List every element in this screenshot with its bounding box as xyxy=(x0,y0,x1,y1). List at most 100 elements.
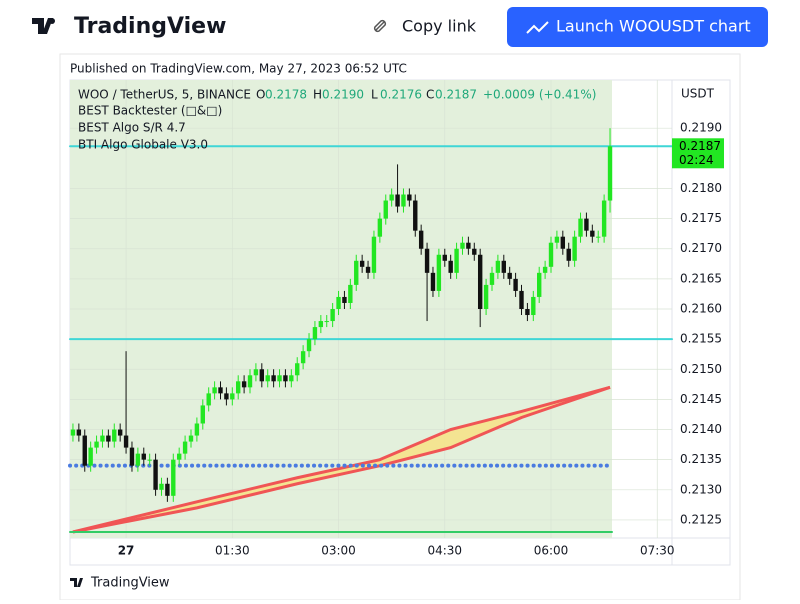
candle-body xyxy=(436,254,442,291)
candle-body xyxy=(472,248,477,255)
price-tag xyxy=(672,138,724,169)
ohlc-value: 0.2190 xyxy=(322,88,364,102)
candle-body xyxy=(188,435,194,442)
candle-body xyxy=(531,296,536,316)
ohlc-key: H xyxy=(313,88,322,102)
candle-body xyxy=(566,248,571,261)
candle-body xyxy=(129,447,135,466)
candle-body xyxy=(501,260,506,273)
candle-body xyxy=(413,200,418,231)
footer-brand: TradingView xyxy=(90,576,170,591)
candle-body xyxy=(342,296,347,303)
candle-body xyxy=(590,230,595,237)
candle-body xyxy=(507,272,512,279)
candle-body xyxy=(454,248,459,273)
candle-body xyxy=(537,272,542,297)
candle-body xyxy=(596,236,601,238)
candle-body xyxy=(466,242,471,249)
y-tick-label: 0.2135 xyxy=(680,452,722,466)
candle-body xyxy=(289,375,294,382)
candle-body xyxy=(306,339,312,352)
indicator-name: BEST Algo S/R 4.7 xyxy=(78,121,186,135)
candle-body xyxy=(153,459,158,490)
brand-name: TradingView xyxy=(74,14,226,39)
candle-body xyxy=(117,429,123,436)
y-tick-label: 0.2125 xyxy=(680,512,722,526)
indicator-name: BEST Backtester (□&□) xyxy=(78,104,222,118)
ohlc-value: 0.2187 xyxy=(435,88,477,102)
candle-body xyxy=(395,194,400,207)
candle-body xyxy=(407,194,412,201)
candle-body xyxy=(448,260,453,273)
legend: WOO / TetherUS, 5, BINANCE +0.0009 (+0.4… xyxy=(78,88,596,152)
candle-body xyxy=(141,453,146,460)
candle-body xyxy=(212,387,217,394)
candle-body xyxy=(542,266,548,273)
y-tick-label: 0.2170 xyxy=(680,241,722,255)
candle-body xyxy=(519,290,524,309)
candle-body xyxy=(295,363,300,376)
candle-body xyxy=(76,429,82,436)
launch-button[interactable]: Launch WOOUSDT chart xyxy=(507,7,768,47)
candle-body xyxy=(277,375,282,382)
candle-body xyxy=(554,236,560,243)
candle-body xyxy=(241,381,247,388)
candle-body xyxy=(460,242,465,249)
ohlc-key: C xyxy=(426,88,434,102)
x-tick-label: 27 xyxy=(118,544,135,558)
logo-icon xyxy=(32,18,53,34)
currency: USDT xyxy=(681,87,715,101)
y-tick-label: 0.2145 xyxy=(680,392,722,406)
candle-body xyxy=(377,218,383,237)
candle-body xyxy=(253,369,259,376)
candle-body xyxy=(607,146,613,201)
candle-body xyxy=(418,230,424,249)
footer-icon xyxy=(70,578,83,587)
candle-body xyxy=(560,236,566,249)
candle-body xyxy=(147,459,152,461)
candle-body xyxy=(123,435,129,448)
ohlc-key: L xyxy=(371,88,378,102)
change: +0.0009 (+0.41%) xyxy=(483,88,596,102)
candle-body xyxy=(271,375,276,382)
ohlc-value: 0.2176 xyxy=(380,88,422,102)
candle-body xyxy=(572,236,577,261)
indicator-name: BTI Algo Globale V3.0 xyxy=(78,138,208,152)
logo-dot xyxy=(49,18,55,24)
candle-body xyxy=(483,284,489,309)
candle-body xyxy=(513,278,518,291)
y-tick-label: 0.2140 xyxy=(680,422,722,436)
candle-body xyxy=(194,423,200,436)
candle-body xyxy=(135,453,141,466)
brand-logo[interactable]: TradingView xyxy=(32,14,226,39)
candle-body xyxy=(477,254,483,309)
candle-body xyxy=(371,236,377,273)
candle-body xyxy=(230,393,235,400)
candle-body xyxy=(100,435,105,442)
link-icon xyxy=(373,19,387,33)
candle-body xyxy=(283,375,288,382)
candle-body xyxy=(106,435,111,442)
candle-body xyxy=(401,194,406,207)
candle-body xyxy=(94,441,99,448)
candle-body xyxy=(324,321,329,323)
x-tick-label: 03:00 xyxy=(321,544,356,558)
price-tag-label: 0.2187 xyxy=(679,139,721,153)
x-tick-label: 04:30 xyxy=(427,544,462,558)
candle-body xyxy=(489,272,495,285)
launch-bg xyxy=(507,7,768,47)
candle-body xyxy=(159,483,164,490)
x-tick-label: 07:30 xyxy=(640,544,675,558)
candle-body xyxy=(236,381,241,394)
candle-body xyxy=(265,375,270,382)
published: Published on TradingView.com, May 27, 20… xyxy=(70,62,407,76)
countdown: 02:24 xyxy=(679,153,714,167)
candle-body xyxy=(259,369,265,382)
candle-body xyxy=(389,194,394,201)
candle-body xyxy=(312,327,318,340)
copy-link[interactable]: Copy link xyxy=(373,17,477,36)
candle-body xyxy=(182,441,188,454)
y-tick-label: 0.2155 xyxy=(680,332,722,346)
candle-body xyxy=(171,459,176,496)
footer-logo[interactable]: TradingView xyxy=(70,576,170,591)
